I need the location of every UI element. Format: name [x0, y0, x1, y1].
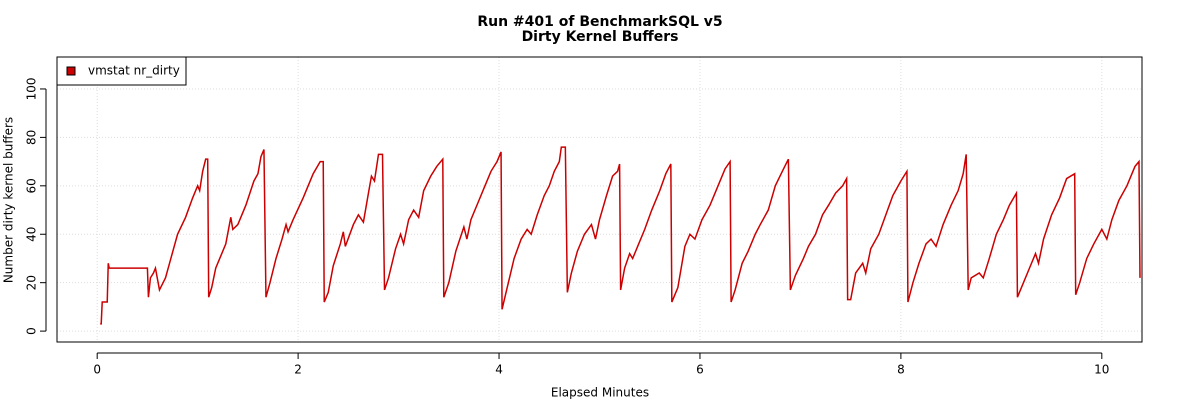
y-tick-label: 80 — [25, 130, 39, 145]
y-axis-title: Number dirty kernel buffers — [2, 117, 16, 283]
x-tick-label: 10 — [1094, 363, 1109, 377]
legend-label: vmstat nr_dirty — [88, 64, 180, 78]
plot-frame — [56, 56, 1143, 343]
x-tick-label: 0 — [93, 363, 101, 377]
x-axis-title: Elapsed Minutes — [551, 386, 649, 400]
x-tick-label: 4 — [495, 363, 503, 377]
x-tick-label: 2 — [294, 363, 302, 377]
legend-box — [56, 56, 187, 86]
legend-swatch — [66, 66, 76, 76]
chart-title: Run #401 of BenchmarkSQL v5 — [477, 14, 722, 30]
y-tick-label: 20 — [25, 275, 39, 290]
chart-subtitle: Dirty Kernel Buffers — [522, 29, 679, 45]
y-tick-label: 100 — [25, 78, 39, 101]
y-tick-label: 60 — [25, 178, 39, 193]
y-tick-label: 40 — [25, 227, 39, 242]
x-tick-label: 8 — [897, 363, 905, 377]
series-line — [100, 146, 1141, 325]
y-tick-label: 0 — [25, 327, 39, 335]
x-tick-label: 6 — [696, 363, 704, 377]
